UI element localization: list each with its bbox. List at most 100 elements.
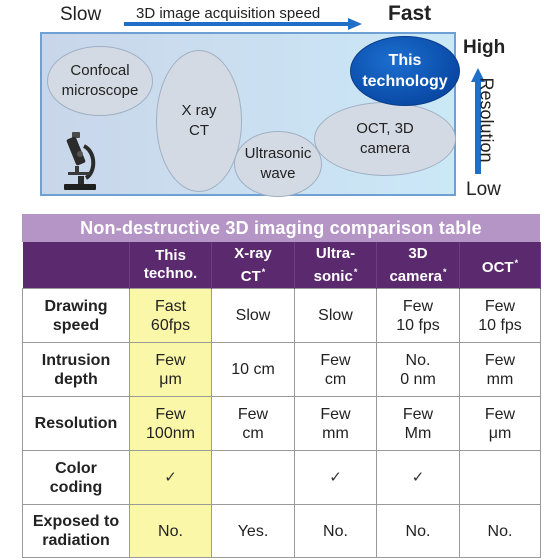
footnote-mark: * (514, 257, 519, 268)
table-cell: Few mm (459, 342, 541, 397)
table-body: Drawing speed Fast 60fps Slow Slow Few 10 fps Fe… (22, 288, 541, 558)
cell-value: Slow (318, 307, 353, 324)
resolution-axis-label: Resolution (476, 77, 497, 163)
header-line: X-ray (234, 244, 272, 262)
header-oct: OCT* (459, 242, 541, 289)
header-xray-ct: X-ray CT* (211, 242, 295, 289)
check-icon: ✓ (411, 469, 425, 486)
row-label: Color coding (22, 450, 130, 505)
table-cell: Few 10 fps (376, 288, 460, 343)
cell-value: Few (484, 297, 516, 315)
header-line: CT (240, 267, 261, 285)
ellipse-confocal-label: Confocal microscope (61, 62, 139, 99)
cell-value: No. (487, 522, 513, 540)
table-cell: Few mm (294, 396, 377, 451)
comparison-table-section: Non-destructive 3D imaging comparison ta… (22, 214, 541, 558)
cell-value: Few (484, 351, 516, 369)
resolution-low-label: Low (466, 179, 501, 200)
ellipse-this-technology: This technology (350, 36, 460, 106)
table-cell: Few μm (459, 396, 541, 451)
cell-value: Few (320, 405, 351, 423)
row-label-line: Drawing (44, 297, 108, 315)
cell-value: Few (155, 351, 186, 369)
cell-value: Few (484, 405, 516, 423)
slow-label: Slow (60, 4, 102, 25)
cell-value: 10 fps (478, 316, 522, 334)
cell-value: Few (320, 351, 351, 369)
cell-value: 10 fps (396, 316, 440, 334)
table-cell: Few Mm (376, 396, 460, 451)
table-row: Resolution Few 100nm Few cm Few mm Few Mm Few μm (22, 396, 541, 451)
table-cell: No. 0 nm (376, 342, 460, 397)
row-label-line: coding (49, 478, 103, 496)
table-cell: 10 cm (211, 342, 295, 397)
ellipse-confocal: Confocal microscope (47, 46, 153, 116)
header-3d-camera: 3D camera* (376, 242, 460, 289)
table-row: Drawing speed Fast 60fps Slow Slow Few 10 fps Fe… (22, 288, 541, 343)
row-label-line: speed (52, 316, 100, 334)
header-line: sonic (313, 267, 353, 285)
header-ultrasonic: Ultra- sonic* (294, 242, 377, 289)
row-label: Resolution (22, 396, 130, 451)
speed-axis: Slow 3D image acquisition speed Fast (0, 0, 560, 30)
cell-value: mm (322, 424, 349, 442)
microscope-icon (64, 132, 96, 190)
header-line: This (155, 247, 186, 264)
header-line: 3D (408, 244, 428, 262)
ellipse-ultrasonic-label: Ultrasonic wave (244, 145, 312, 182)
ellipse-xray: X ray CT (156, 50, 242, 192)
cell-value: No. (405, 522, 431, 540)
cell-value: Few (402, 405, 434, 423)
table-cell (211, 450, 295, 505)
speed-axis-label: 3D image acquisition speed (136, 5, 321, 22)
row-label-line: Color (55, 459, 97, 477)
table-cell: Slow (211, 288, 295, 343)
cell-value: μm (159, 370, 182, 388)
footnote-mark: * (443, 266, 447, 277)
cell-value: 60fps (150, 316, 191, 334)
table-row: Color coding ✓ ✓ ✓ (22, 450, 541, 505)
row-label-line: Exposed to (32, 513, 120, 530)
row-label-line: depth (54, 370, 98, 388)
check-icon: ✓ (164, 469, 177, 486)
resolution-arrow-icon (471, 68, 485, 174)
table-title: Non-destructive 3D imaging comparison ta… (22, 214, 540, 242)
header-line: OCT (481, 258, 514, 276)
header-line: Ultra- (315, 244, 356, 262)
table-cell: Few cm (294, 342, 377, 397)
cell-value: Few (155, 405, 186, 423)
row-label: Exposed to radiation (22, 504, 130, 558)
cell-value: 0 nm (400, 370, 436, 388)
header-corner (22, 242, 130, 289)
header-line: techno. (143, 265, 198, 282)
cell-value: No. (405, 351, 431, 369)
row-label-line: Intrusion (41, 351, 111, 369)
cell-value: cm (242, 424, 264, 442)
comparison-table: This techno. X-ray CT* Ultra- sonic* 3D … (22, 242, 541, 558)
table-cell: Fast 60fps (129, 288, 212, 343)
ellipse-oct-label: OCT, 3D camera (356, 120, 414, 157)
cell-value: No. (158, 522, 183, 540)
cell-value: μm (488, 424, 512, 442)
ellipse-oct: OCT, 3D camera (314, 102, 456, 176)
header-this-techno: This techno. (129, 242, 212, 289)
cell-value: Few (237, 405, 269, 423)
row-label-line: radiation (42, 532, 110, 549)
table-cell: Few 100nm (129, 396, 212, 451)
cell-value: 100nm (146, 424, 195, 442)
cell-value: Few (402, 297, 434, 315)
table-row: Exposed to radiation No. Yes. No. No. No. (22, 504, 541, 558)
cell-value: Fast (154, 297, 187, 315)
footnote-mark: * (353, 266, 358, 277)
cell-value: Mm (404, 424, 432, 442)
cell-value: 10 cm (231, 361, 275, 378)
table-cell: No. (129, 504, 212, 558)
table-cell: Slow (294, 288, 377, 343)
table-cell: Few μm (129, 342, 212, 397)
footnote-mark: * (261, 266, 266, 277)
table-cell: No. (294, 504, 377, 558)
table-cell (459, 450, 541, 505)
table-cell: Few cm (211, 396, 295, 451)
row-label: Drawing speed (22, 288, 130, 343)
cell-value: mm (486, 370, 514, 388)
